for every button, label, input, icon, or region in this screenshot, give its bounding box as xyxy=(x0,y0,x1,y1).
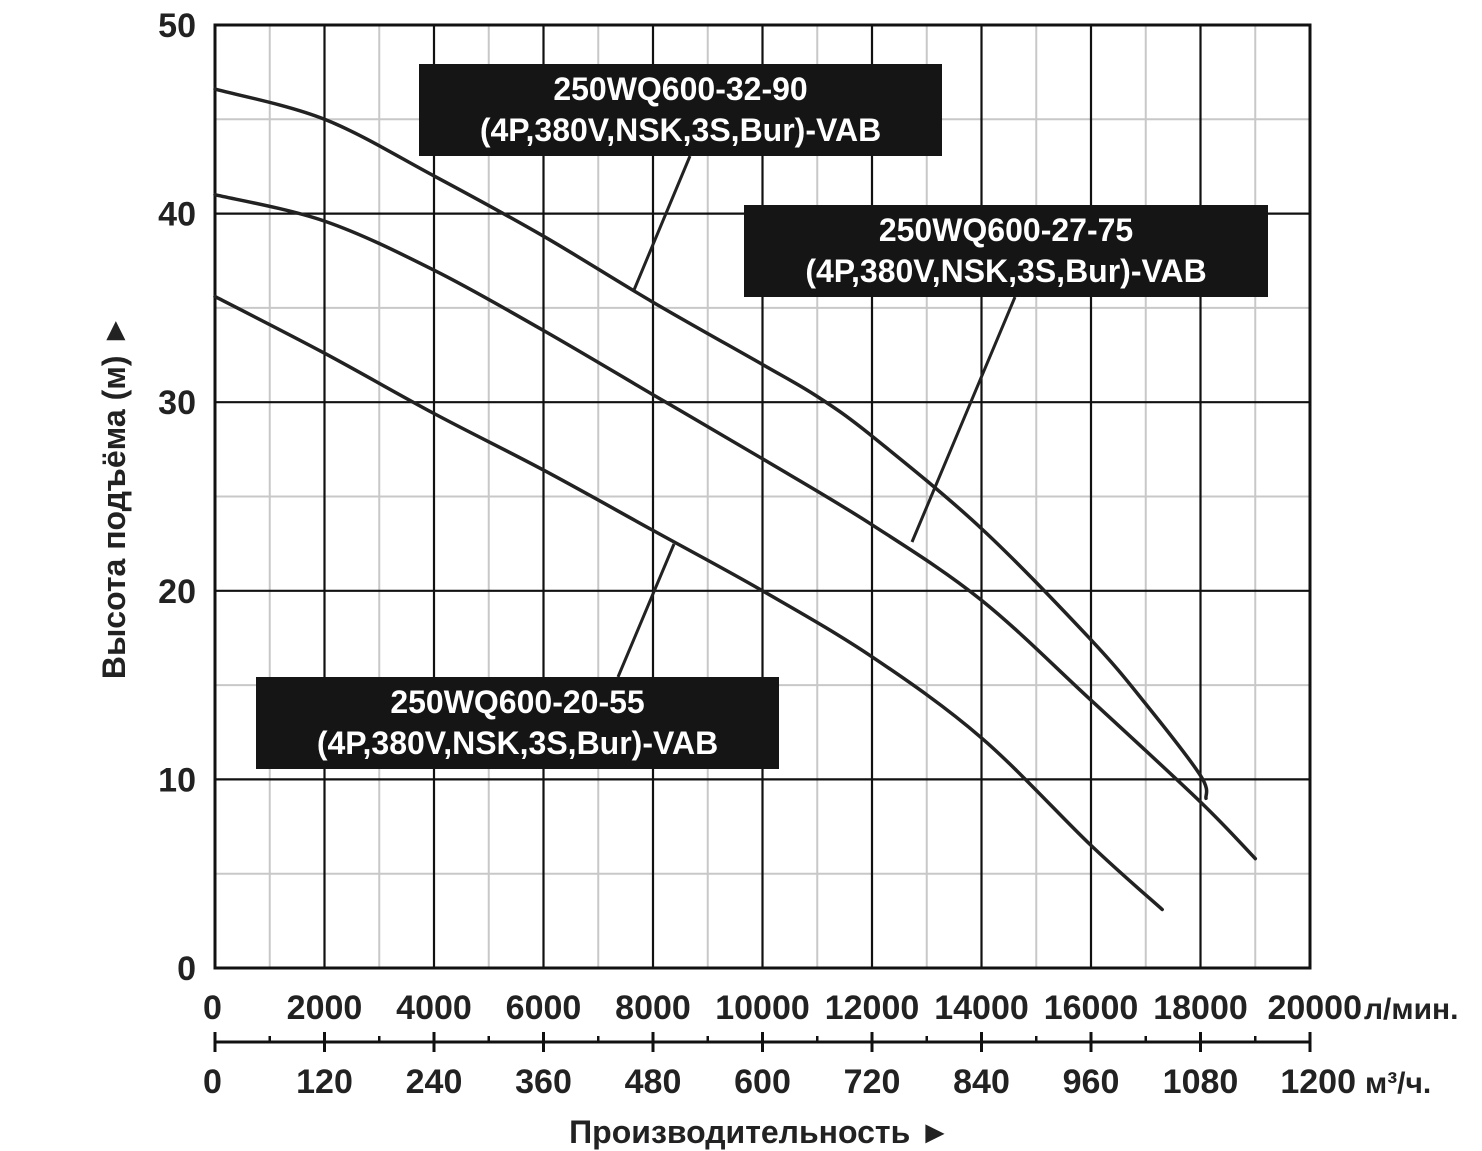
label-box-32-90 xyxy=(419,64,942,156)
series-label-line: 250WQ600-27-75 xyxy=(879,212,1133,248)
x2-tick-label: 600 xyxy=(734,1063,791,1101)
x-tick-label: 6000 xyxy=(506,989,582,1027)
curve-250wq600-27-75 xyxy=(213,192,1258,861)
x-tick-label: 12000 xyxy=(825,989,920,1027)
y-tick-label: 50 xyxy=(158,7,196,45)
x2-tick-label: 240 xyxy=(406,1063,463,1101)
series-labels: 250WQ600-32-90 (4P,380V,NSK,3S,Bur)-VAB 25… xyxy=(256,64,1268,769)
x2-tick-label: 120 xyxy=(296,1063,353,1101)
x-tick-label: 14000 xyxy=(934,989,1029,1027)
x-tick-label: 10000 xyxy=(715,989,810,1027)
x2-tick-label: 1080 xyxy=(1163,1063,1239,1101)
label-box-27-75 xyxy=(744,205,1268,297)
series-label-line: 250WQ600-20-55 xyxy=(390,684,644,720)
curve-250wq600-32-90 xyxy=(213,87,1209,801)
x-unit-label: л/мин. xyxy=(1364,993,1458,1026)
y-axis-title: Высота подъёма (м) ► xyxy=(96,315,132,679)
plot-frame xyxy=(213,23,1312,970)
x2-tick-label: 720 xyxy=(844,1063,901,1101)
series-label-line: (4P,380V,NSK,3S,Bur)-VAB xyxy=(317,725,718,761)
x-tick-label: 16000 xyxy=(1044,989,1139,1027)
label-box-20-55 xyxy=(256,677,779,769)
y-tick-label: 30 xyxy=(158,384,196,422)
series-label-line: 250WQ600-32-90 xyxy=(553,71,807,107)
curve-250wq600-20-55 xyxy=(213,294,1164,912)
series-label-line: (4P,380V,NSK,3S,Bur)-VAB xyxy=(480,112,881,148)
x-tick-label: 2000 xyxy=(287,989,363,1027)
x2-tick-label: 1200 xyxy=(1280,1063,1356,1101)
x2-tick-label: 0 xyxy=(203,1063,222,1101)
x2-tick-label: 480 xyxy=(625,1063,682,1101)
x-tick-label: 4000 xyxy=(396,989,472,1027)
y-tick-label: 10 xyxy=(158,761,196,799)
leader-line xyxy=(910,296,1017,543)
y-tick-label: 20 xyxy=(158,573,196,611)
x2-tick-label: 840 xyxy=(953,1063,1010,1101)
x-axis-title: Производительность ► xyxy=(569,1114,951,1150)
leader-line xyxy=(616,543,676,678)
y-tick-label: 40 xyxy=(158,196,196,234)
x2-tick-label: 960 xyxy=(1063,1063,1120,1101)
x-tick-label: 8000 xyxy=(615,989,691,1027)
x-tick-label: 0 xyxy=(203,989,222,1027)
x-tick-label: 20000 xyxy=(1267,989,1362,1027)
y-tick-label: 0 xyxy=(177,950,196,988)
curves xyxy=(213,87,1258,912)
series-label-line: (4P,380V,NSK,3S,Bur)-VAB xyxy=(805,253,1206,289)
leader-line xyxy=(632,155,692,291)
major-gridlines xyxy=(213,23,1312,970)
leader-lines xyxy=(616,155,1017,678)
x2-unit-label: м³/ч. xyxy=(1365,1067,1431,1100)
x-tick-label: 18000 xyxy=(1153,989,1248,1027)
x2-tick-label: 360 xyxy=(515,1063,572,1101)
